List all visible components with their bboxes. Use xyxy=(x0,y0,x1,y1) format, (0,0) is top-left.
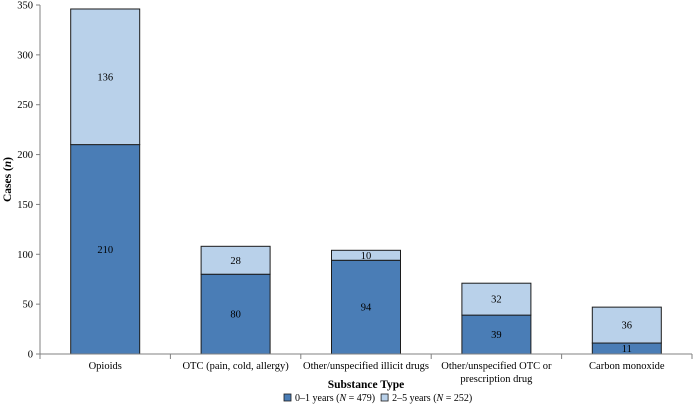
bar-value-label: 10 xyxy=(361,251,372,262)
bar-value-label: 94 xyxy=(361,303,372,314)
bar-segment xyxy=(591,306,662,344)
y-tick-label: 200 xyxy=(17,150,33,161)
bar-value-label: 210 xyxy=(97,245,113,256)
x-tick-label: Other/unspecified OTC or prescription dru… xyxy=(441,361,552,385)
legend-swatch xyxy=(283,393,292,402)
bar-value-label: 36 xyxy=(622,321,633,332)
bar-segment xyxy=(70,8,141,146)
y-axis-ticks: 0 50 100 150 200 250 300 350 xyxy=(17,1,693,361)
bar-segment xyxy=(461,314,532,355)
bar-value-label: 136 xyxy=(97,72,113,83)
y-tick-label: 150 xyxy=(17,200,33,211)
bar-segment xyxy=(200,273,271,355)
y-axis-title: Cases (n) xyxy=(2,157,14,202)
x-tick-label: Carbon monoxide xyxy=(589,361,665,372)
y-tick-label: 350 xyxy=(17,1,33,12)
y-tick-label: 0 xyxy=(28,350,33,361)
x-axis-tick-labels: Opioids OTC (pain, cold, allergy) Other/un… xyxy=(89,361,665,385)
legend-label: 2–5 years (N = 252) xyxy=(392,393,472,404)
x-tick-label: Other/unspecified illicit drugs xyxy=(303,361,429,372)
x-axis-title: Substance Type xyxy=(328,379,405,391)
x-tick-label: Opioids xyxy=(89,361,122,372)
bar-value-label: 80 xyxy=(230,310,241,321)
y-tick-label: 100 xyxy=(17,250,33,261)
x-tick-label: OTC (pain, cold, allergy) xyxy=(182,361,289,372)
y-tick-label: 300 xyxy=(17,50,33,61)
bar-value-label: 39 xyxy=(491,330,502,341)
bar-value-label: 32 xyxy=(491,295,502,306)
bar-segment xyxy=(461,282,532,316)
legend-label: 0–1 years (N = 479) xyxy=(295,393,375,404)
bars: 210 136 80 28 94 10 39 32 11 36 xyxy=(70,8,662,355)
bar-value-label: 28 xyxy=(230,256,241,267)
bar-segment xyxy=(200,245,271,275)
y-tick-label: 250 xyxy=(17,100,33,111)
bar-segment xyxy=(70,144,141,355)
bar-segment xyxy=(331,249,401,261)
legend: 0–1 years (N = 479) 2–5 years (N = 252) xyxy=(283,393,472,404)
bar-value-label: 11 xyxy=(622,344,632,355)
legend-swatch xyxy=(380,393,389,402)
y-tick-label: 50 xyxy=(23,300,34,311)
